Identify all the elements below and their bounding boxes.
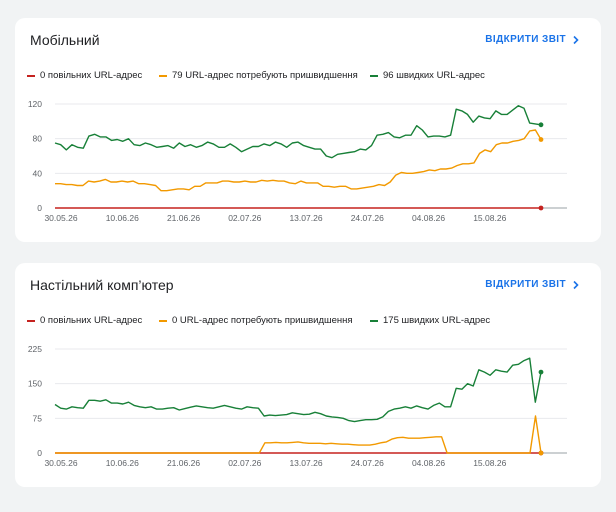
series-line-improve <box>55 129 542 192</box>
y-tick-label: 225 <box>28 344 42 354</box>
chevron-right-icon <box>573 35 579 44</box>
open-report-button[interactable]: ВІДКРИТИ ЗВІТ <box>485 279 581 290</box>
x-tick-label: 21.06.26 <box>167 458 200 468</box>
x-tick-label: 13.07.26 <box>289 458 322 468</box>
legend-item-fast[interactable]: 96 швидких URL-адрес <box>370 70 485 81</box>
y-tick-label: 120 <box>28 99 42 109</box>
open-report-label: ВІДКРИТИ ЗВІТ <box>485 34 566 45</box>
x-tick-label: 13.07.26 <box>289 213 322 223</box>
legend-swatch-fast <box>370 74 378 77</box>
y-tick-label: 150 <box>28 379 42 389</box>
card-title: Мобільний <box>30 32 100 48</box>
series-line-fast <box>54 357 542 423</box>
legend-item-improve[interactable]: 0 URL-адрес потребують пришвидшення <box>159 315 353 326</box>
legend-item-improve[interactable]: 79 URL-адрес потребують пришвидшення <box>159 70 358 81</box>
legend-swatch-improve <box>159 74 167 77</box>
mobile-chart: 0 40 80 120 30.05.26 10.06.26 21.06.26 02.07.26… <box>28 99 567 223</box>
legend-item-fast[interactable]: 175 швидких URL-адрес <box>370 315 490 326</box>
legend-label: 0 повільних URL-адрес <box>40 70 143 81</box>
legend-label: 79 URL-адрес потребують пришвидшення <box>172 70 358 81</box>
series-endpoint-improve <box>538 137 544 142</box>
x-tick-label: 15.08.26 <box>473 458 506 468</box>
series-line-fast <box>54 104 542 159</box>
legend-swatch-slow <box>27 319 35 322</box>
legend-item-slow[interactable]: 0 повільних URL-адрес <box>27 70 142 81</box>
series-endpoint-fast <box>538 122 544 128</box>
legend-item-slow[interactable]: 0 повільних URL-адрес <box>27 315 142 326</box>
x-tick-label: 02.07.26 <box>228 213 261 223</box>
x-tick-label: 04.08.26 <box>412 213 445 223</box>
legend-label: 96 швидких URL-адрес <box>383 70 485 81</box>
open-report-button[interactable]: ВІДКРИТИ ЗВІТ <box>485 34 581 45</box>
series-endpoint-improve <box>538 450 544 456</box>
y-tick-label: 75 <box>33 413 43 423</box>
series-line-improve <box>55 415 542 454</box>
x-tick-label: 21.06.26 <box>167 213 200 223</box>
y-tick-label: 0 <box>37 203 42 213</box>
x-tick-label: 10.06.26 <box>106 458 139 468</box>
y-tick-label: 0 <box>37 448 42 458</box>
legend-swatch-slow <box>27 74 35 77</box>
x-tick-label: 30.05.26 <box>44 213 77 223</box>
legend-swatch-improve <box>159 319 167 322</box>
x-tick-label: 30.05.26 <box>44 458 77 468</box>
x-tick-label: 24.07.26 <box>351 213 384 223</box>
legend-label: 0 URL-адрес потребують пришвидшення <box>172 315 353 326</box>
x-tick-label: 15.08.26 <box>473 213 506 223</box>
y-tick-label: 40 <box>33 168 43 178</box>
y-tick-label: 80 <box>33 134 43 144</box>
legend-label: 0 повільних URL-адрес <box>40 315 143 326</box>
open-report-label: ВІДКРИТИ ЗВІТ <box>485 279 566 290</box>
desktop-chart: 0 75 150 225 30.05.26 10.06.26 21.06.26 02.07.2… <box>28 344 567 468</box>
x-tick-label: 02.07.26 <box>228 458 261 468</box>
card-title: Настільний комп’ютер <box>30 277 174 293</box>
series-endpoint-slow <box>538 205 544 211</box>
legend-swatch-fast <box>370 319 378 322</box>
legend-label: 175 швидких URL-адрес <box>383 315 491 326</box>
x-tick-label: 10.06.26 <box>106 213 139 223</box>
mobile-card: Мобільний ВІДКРИТИ ЗВІТ 0 повільних URL-… <box>15 18 601 242</box>
desktop-card: Настільний комп’ютер ВІДКРИТИ ЗВІТ 0 пов… <box>15 263 601 487</box>
x-tick-label: 24.07.26 <box>351 458 384 468</box>
chevron-right-icon <box>573 280 579 289</box>
series-endpoint-fast <box>538 369 544 375</box>
x-tick-label: 04.08.26 <box>412 458 445 468</box>
